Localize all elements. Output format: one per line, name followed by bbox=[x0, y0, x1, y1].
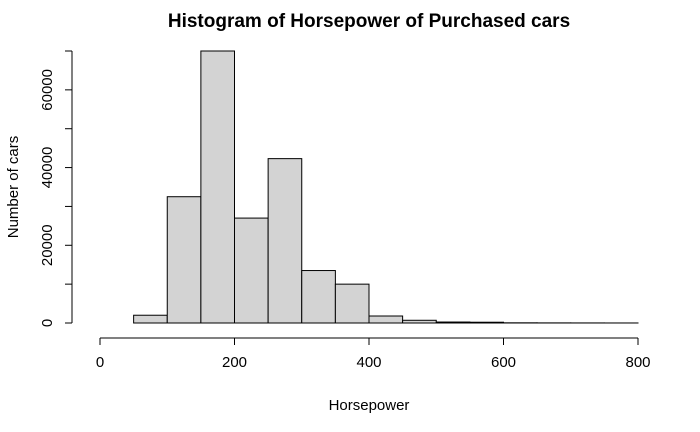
x-tick-label: 400 bbox=[356, 354, 381, 371]
histogram-bar bbox=[200, 50, 235, 324]
y-axis-label: Number of cars bbox=[5, 136, 22, 239]
y-tick-label: 20000 bbox=[39, 224, 56, 266]
y-tick-label: 0 bbox=[39, 319, 56, 327]
x-tick-label: 0 bbox=[96, 354, 104, 371]
histogram-bar bbox=[166, 196, 202, 324]
x-tick-label: 200 bbox=[222, 354, 247, 371]
bars-group bbox=[133, 50, 639, 324]
histogram-bar bbox=[334, 283, 370, 324]
histogram-bar bbox=[435, 321, 471, 324]
histogram-bar bbox=[301, 270, 336, 324]
y-tick-label: 60000 bbox=[39, 69, 56, 111]
y-axis: 0 20000 40000 60000 bbox=[39, 50, 73, 327]
histogram-bar bbox=[267, 158, 303, 324]
x-tick-label: 600 bbox=[491, 354, 516, 371]
x-axis: 0 200 400 600 800 bbox=[96, 337, 651, 371]
chart-title: Histogram of Horsepower of Purchased car… bbox=[168, 11, 570, 32]
histogram-bar bbox=[133, 314, 168, 324]
histogram-bar bbox=[402, 319, 437, 324]
histogram-bar bbox=[469, 321, 504, 324]
x-axis-label: Horsepower bbox=[329, 397, 410, 414]
x-tick-label: 800 bbox=[625, 354, 650, 371]
histogram-bar bbox=[234, 217, 269, 324]
histogram-bar bbox=[368, 315, 404, 324]
y-tick-label: 40000 bbox=[39, 147, 56, 189]
